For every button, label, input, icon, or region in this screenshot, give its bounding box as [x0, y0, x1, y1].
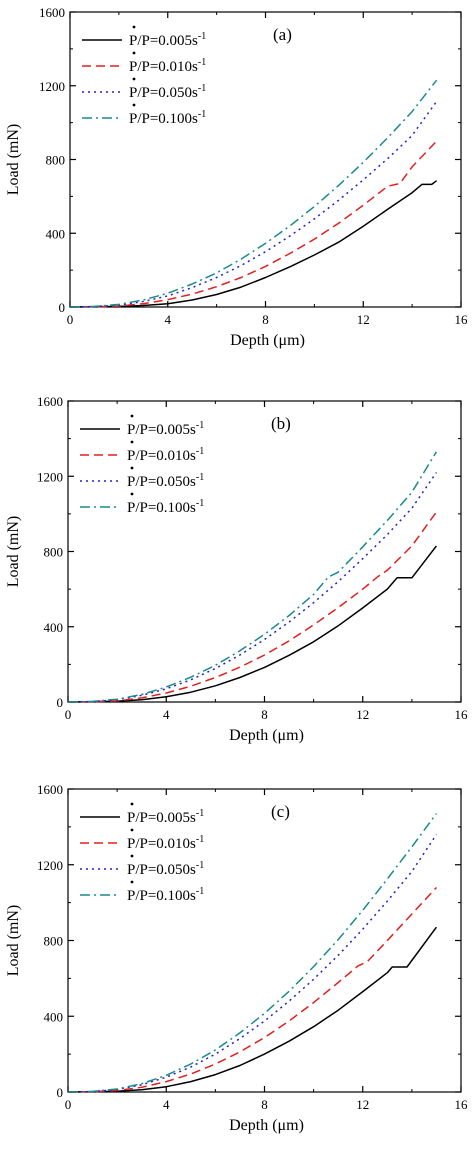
legend-label-4: P/P=0.100s-1 — [127, 498, 204, 516]
legend-rate-dot — [130, 414, 134, 418]
x-tick-label: 12 — [356, 1097, 369, 1112]
x-tick-label: 0 — [65, 1097, 72, 1112]
legend-superscript: -1 — [196, 446, 204, 457]
legend-label-1: P/P=0.005s-1 — [129, 31, 206, 49]
plot-frame — [67, 400, 462, 703]
series-line-2 — [67, 886, 437, 1093]
legend-label-4: P/P=0.100s-1 — [129, 109, 206, 127]
x-tick-label: 0 — [67, 312, 74, 327]
x-tick-label: 16 — [455, 1097, 469, 1112]
legend-superscript: -1 — [196, 420, 204, 431]
series-line-1 — [67, 926, 438, 1093]
legend-superscript: -1 — [196, 860, 204, 871]
x-tick-label: 16 — [455, 312, 469, 327]
chart-panel-1: 0 4 8 12 16 0 400 800 1200 1600 Depth (μm) Load (mN… — [5, 5, 468, 349]
series-line-3 — [69, 100, 438, 308]
legend-rate-dot — [130, 492, 134, 496]
chart-panel-2: 0 4 8 12 16 0 400 800 1200 1600 Depth (μm) Load (mN… — [5, 394, 468, 744]
legend-label-3: P/P=0.050s-1 — [127, 860, 204, 878]
legend-rate-dot — [130, 854, 134, 858]
series-line-2 — [69, 140, 438, 308]
y-axis-title: Load (mN) — [5, 124, 22, 196]
y-tick-label: 800 — [44, 545, 64, 560]
legend-rate-dot — [130, 828, 134, 832]
y-tick-label: 1200 — [37, 469, 63, 484]
plot-frame — [67, 788, 462, 1093]
x-tick-label: 8 — [261, 1097, 268, 1112]
legend-rate-dot — [130, 802, 134, 806]
legend-label-2: P/P=0.010s-1 — [127, 446, 204, 464]
legend-rate-dot — [132, 51, 136, 55]
y-tick-label: 0 — [57, 1085, 64, 1100]
legend-rate-dot — [130, 466, 134, 470]
y-tick-label: 400 — [46, 226, 66, 241]
legend-superscript: -1 — [196, 834, 204, 845]
x-tick-label: 0 — [65, 707, 72, 722]
plot-frame — [69, 11, 462, 308]
panel-label: (a) — [273, 25, 292, 44]
panel-label: (b) — [271, 414, 291, 433]
x-axis-title: Depth (μm) — [230, 332, 305, 349]
series-line-1 — [67, 545, 437, 703]
x-tick-label: 4 — [163, 707, 170, 722]
series-line-4 — [67, 813, 438, 1093]
series-line-2 — [67, 511, 438, 703]
y-tick-label: 800 — [46, 153, 66, 168]
legend-rate-dot — [132, 77, 136, 81]
y-tick-label: 1600 — [37, 782, 63, 797]
legend-rate-dot — [130, 880, 134, 884]
panel-label: (c) — [271, 802, 290, 821]
legend-label-2: P/P=0.010s-1 — [129, 57, 206, 75]
legend-label-1: P/P=0.005s-1 — [127, 420, 204, 438]
y-tick-label: 400 — [44, 620, 64, 635]
y-tick-label: 1200 — [39, 79, 65, 94]
series-line-4 — [67, 451, 438, 703]
series-line-1 — [69, 180, 438, 308]
legend-superscript: -1 — [196, 886, 204, 897]
x-tick-label: 8 — [261, 707, 268, 722]
legend-rate-dot — [132, 103, 136, 107]
x-tick-label: 8 — [262, 312, 269, 327]
legend-superscript: -1 — [196, 498, 204, 509]
x-tick-label: 4 — [163, 1097, 170, 1112]
legend-superscript: -1 — [196, 808, 204, 819]
legend-superscript: -1 — [198, 83, 206, 94]
y-tick-label: 1600 — [39, 5, 65, 20]
chart-panel-3: 0 4 8 12 16 0 400 800 1200 1600 Depth (μm) Load (mN… — [5, 782, 468, 1134]
y-tick-label: 1200 — [37, 858, 63, 873]
legend-superscript: -1 — [198, 31, 206, 42]
legend-label-4: P/P=0.100s-1 — [127, 886, 204, 904]
x-tick-label: 12 — [356, 707, 369, 722]
x-axis-title: Depth (μm) — [229, 1117, 304, 1134]
legend-superscript: -1 — [196, 472, 204, 483]
series-line-3 — [67, 834, 438, 1093]
series-line-4 — [69, 79, 438, 308]
legend-superscript: -1 — [198, 57, 206, 68]
x-tick-label: 12 — [357, 312, 370, 327]
y-tick-label: 0 — [57, 695, 64, 710]
x-axis-title: Depth (μm) — [229, 727, 304, 744]
x-tick-label: 4 — [165, 312, 172, 327]
y-axis-title: Load (mN) — [5, 905, 22, 977]
legend-superscript: -1 — [198, 109, 206, 120]
legend-label-1: P/P=0.005s-1 — [127, 808, 204, 826]
legend-rate-dot — [132, 25, 136, 29]
legend-label-2: P/P=0.010s-1 — [127, 834, 204, 852]
y-tick-label: 800 — [44, 934, 64, 949]
legend-rate-dot — [130, 440, 134, 444]
y-tick-label: 400 — [44, 1009, 64, 1024]
x-tick-label: 16 — [455, 707, 469, 722]
legend-label-3: P/P=0.050s-1 — [127, 472, 204, 490]
y-tick-label: 1600 — [37, 394, 63, 409]
legend-label-3: P/P=0.050s-1 — [129, 83, 206, 101]
series-line-3 — [67, 472, 438, 703]
y-tick-label: 0 — [59, 300, 66, 315]
y-axis-title: Load (mN) — [5, 516, 22, 588]
